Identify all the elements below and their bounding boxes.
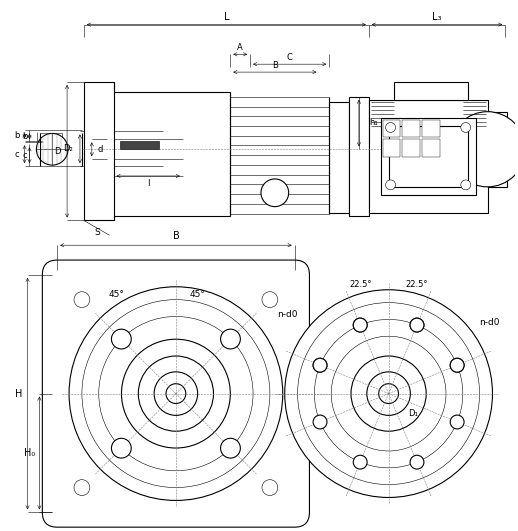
Bar [40, 133, 62, 141]
Bar [309, 372, 327, 415]
Text: S: S [94, 228, 99, 237]
Circle shape [450, 112, 518, 187]
Text: b: b [22, 132, 27, 141]
Circle shape [353, 318, 367, 332]
Bar [383, 119, 400, 138]
Bar [329, 102, 349, 212]
Circle shape [385, 180, 396, 190]
Text: A: A [237, 43, 243, 52]
Text: 22.5°: 22.5° [405, 280, 427, 289]
Text: B: B [272, 61, 278, 70]
Bar [402, 139, 420, 157]
Bar [381, 117, 476, 195]
Text: n-d0: n-d0 [480, 318, 500, 327]
Circle shape [313, 358, 327, 372]
Text: b: b [14, 131, 19, 140]
Text: L: L [224, 12, 229, 22]
Circle shape [111, 438, 131, 458]
Bar [369, 100, 487, 212]
Text: 45°: 45° [190, 290, 206, 299]
Bar [349, 97, 369, 216]
Text: H: H [15, 389, 22, 399]
Circle shape [262, 292, 278, 307]
Text: 45°: 45° [109, 290, 124, 299]
Bar [84, 82, 113, 220]
Circle shape [410, 455, 424, 469]
Circle shape [385, 123, 396, 132]
Text: L₃: L₃ [433, 12, 442, 22]
Circle shape [36, 133, 68, 165]
Bar [487, 112, 507, 187]
Circle shape [450, 358, 464, 372]
Circle shape [461, 180, 471, 190]
Circle shape [221, 438, 240, 458]
Bar [422, 139, 440, 157]
Text: C: C [287, 53, 293, 62]
Text: c: c [22, 151, 27, 160]
Circle shape [262, 479, 278, 495]
Bar [402, 119, 420, 138]
Bar [383, 139, 400, 157]
Circle shape [74, 292, 90, 307]
Text: H₀: H₀ [24, 448, 35, 458]
Bar [120, 141, 159, 149]
Bar [394, 82, 468, 100]
Circle shape [74, 479, 90, 495]
Circle shape [261, 179, 289, 207]
Circle shape [353, 455, 367, 469]
Circle shape [313, 415, 327, 429]
Circle shape [410, 318, 424, 332]
FancyBboxPatch shape [42, 260, 309, 527]
Circle shape [410, 318, 424, 332]
Text: D₁: D₁ [408, 409, 418, 418]
Text: I: I [147, 179, 150, 189]
Circle shape [450, 358, 464, 372]
Circle shape [461, 123, 471, 132]
Text: c: c [15, 150, 19, 159]
Bar [388, 125, 468, 187]
Text: n-d0: n-d0 [277, 310, 297, 319]
Circle shape [450, 415, 464, 429]
Circle shape [313, 358, 327, 372]
Circle shape [111, 329, 131, 349]
Circle shape [353, 318, 367, 332]
Text: d: d [97, 145, 103, 154]
Text: h₁: h₁ [369, 118, 378, 127]
Text: 22.5°: 22.5° [350, 280, 372, 289]
Text: B: B [172, 232, 179, 241]
Bar [422, 119, 440, 138]
Text: D₂: D₂ [63, 144, 73, 153]
Text: D: D [54, 147, 61, 156]
Circle shape [285, 290, 493, 498]
Circle shape [221, 329, 240, 349]
